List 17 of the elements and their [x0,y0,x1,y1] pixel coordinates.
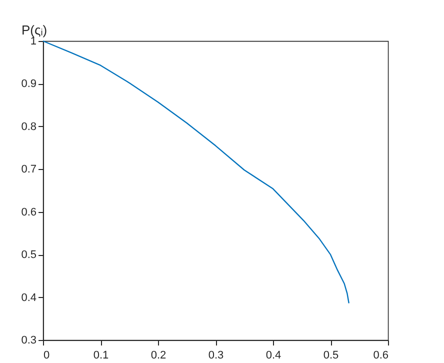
x-tick-label: 0.2 [150,350,166,362]
x-tick-label: 0.4 [266,350,282,362]
x-tick-label: 0 [44,350,50,362]
line-series [42,40,350,304]
y-tick-label: 0.6 [21,206,36,218]
y-tick-label: 0.4 [21,292,36,304]
x-tick-label: 0.3 [208,350,224,362]
y-tick-label: 0.9 [21,78,36,90]
y-tick-label: 0.8 [21,120,36,133]
x-tick-label: 0.5 [323,350,339,362]
x-tick-label: 0.6 [373,350,388,362]
y-tick-label: 0.5 [21,249,36,262]
y-tick-label: 0.3 [21,334,36,346]
x-tick-label: 0.1 [93,350,109,362]
y-axis-title: P(ςᵢ) [22,22,48,38]
y-tick-label: 1 [30,36,36,48]
y-tick-label: 0.7 [21,164,36,176]
